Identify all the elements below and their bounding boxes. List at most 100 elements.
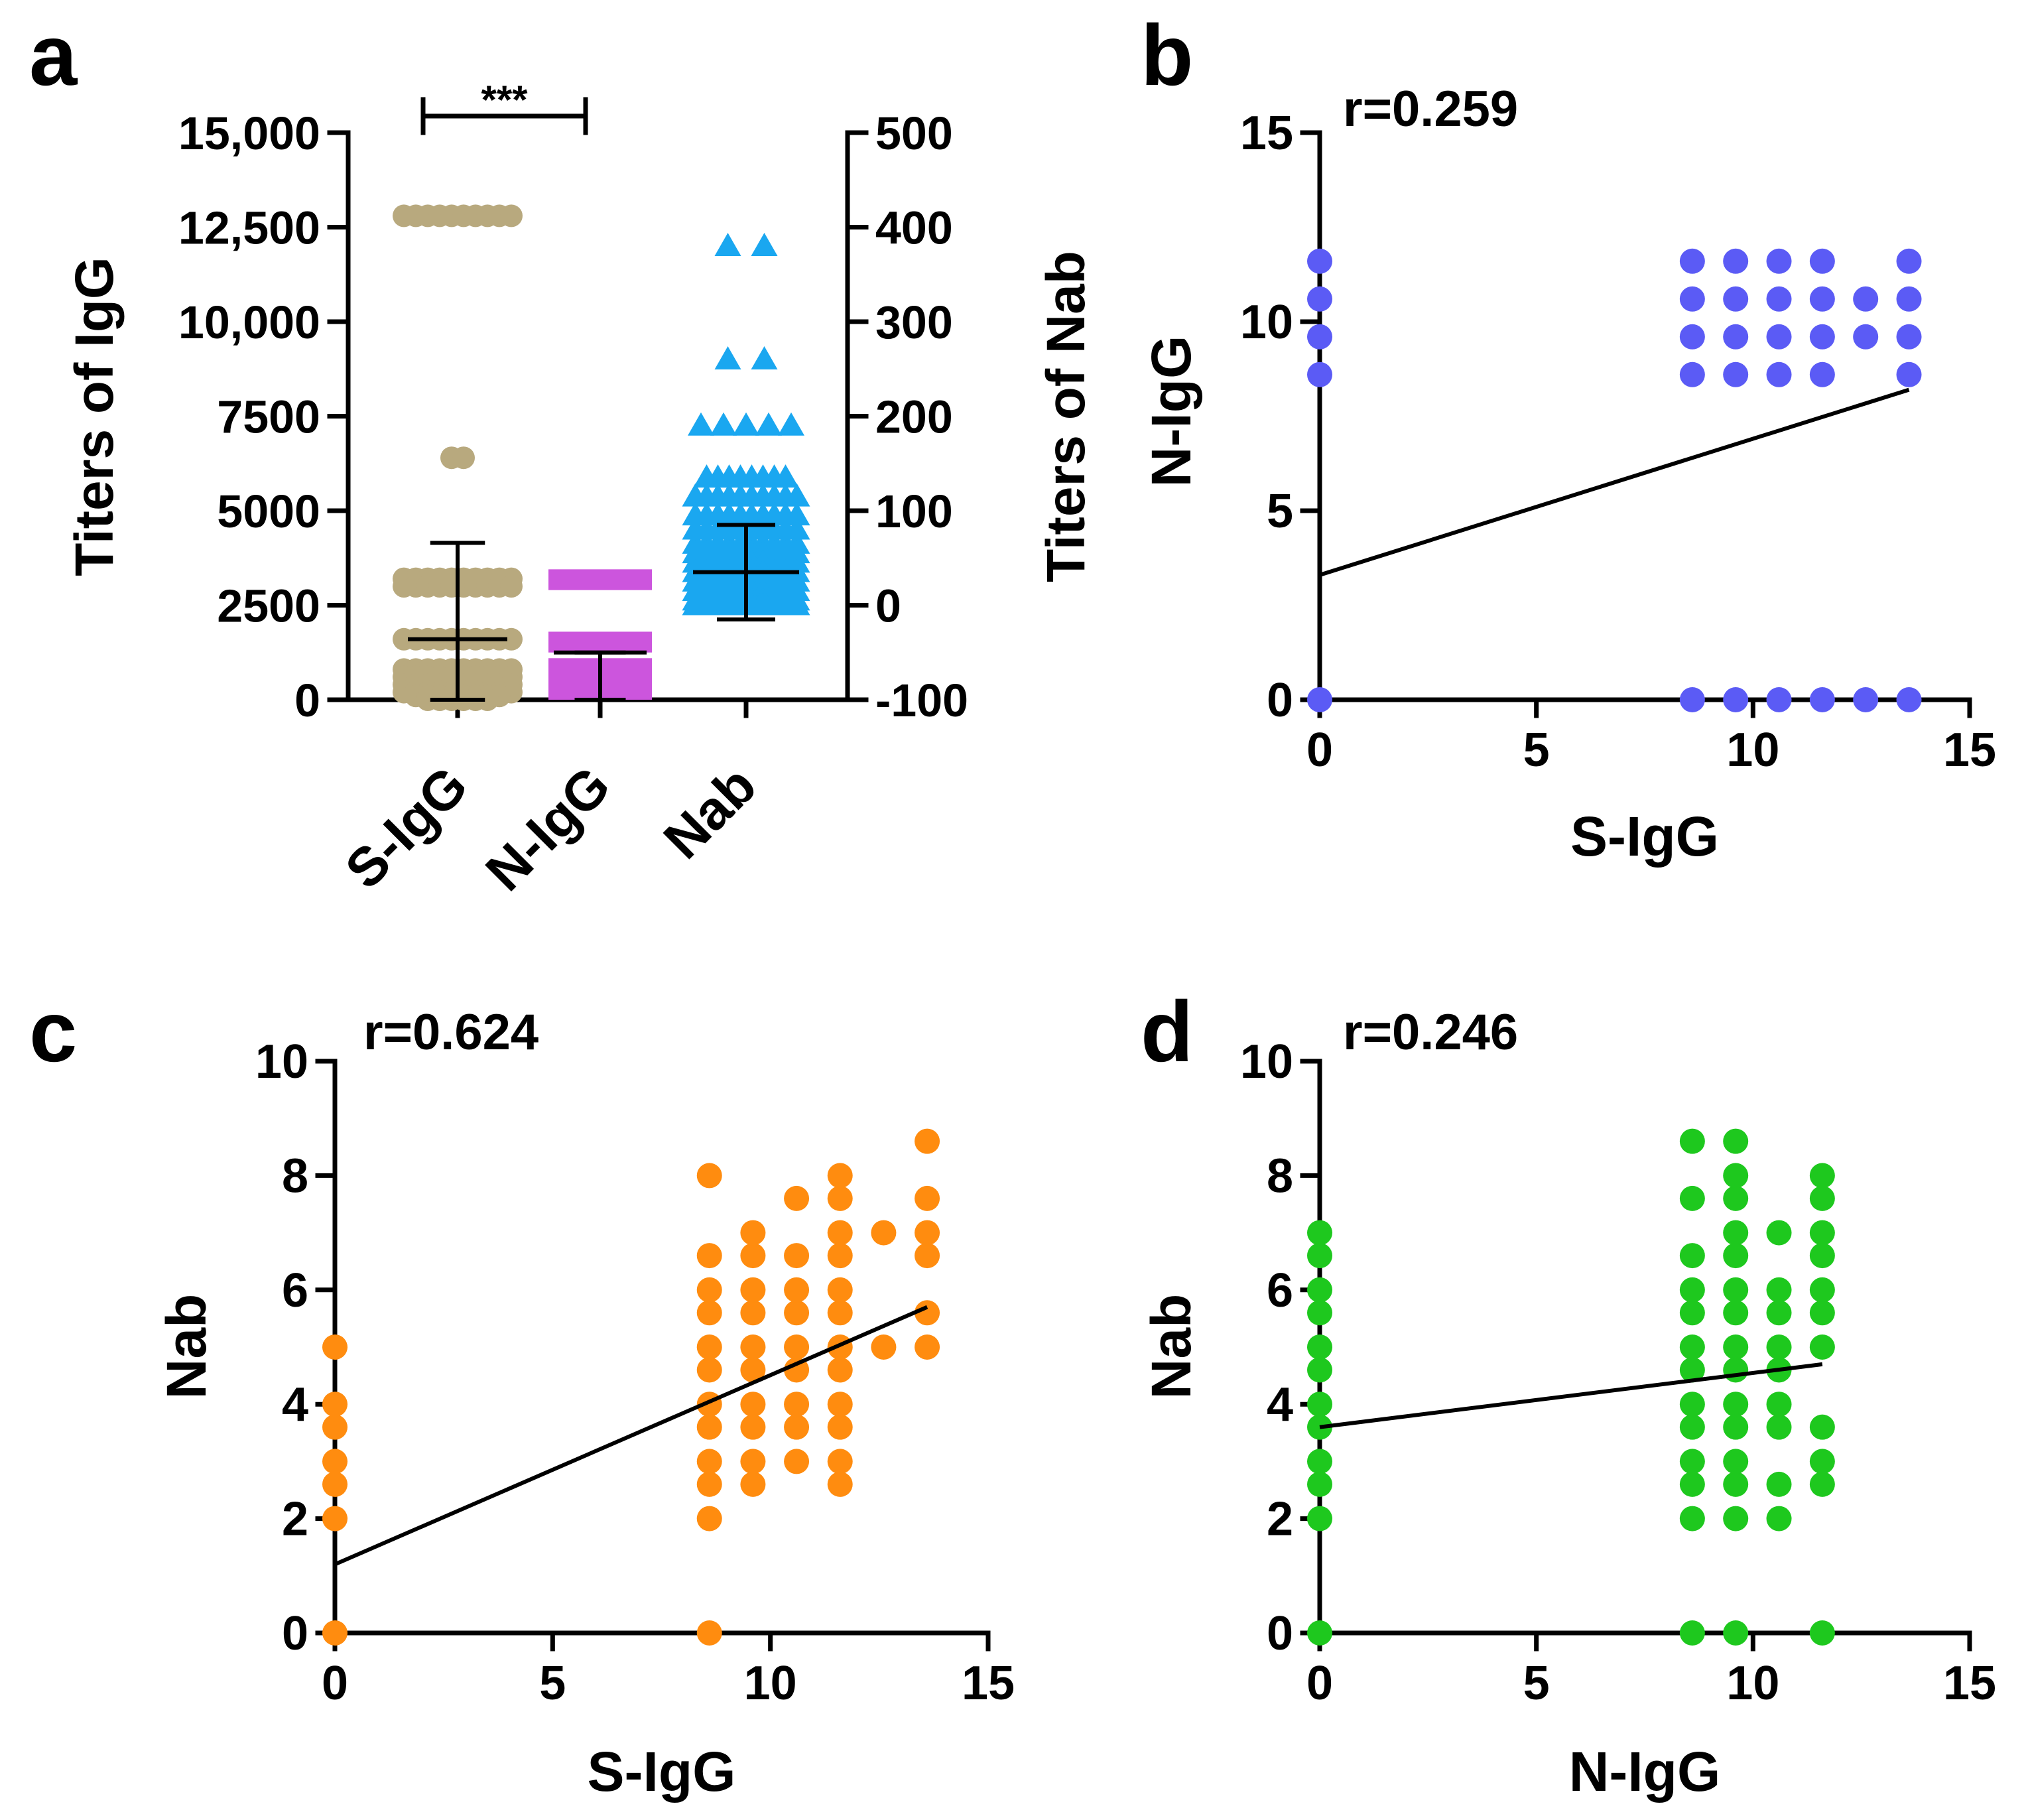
data-point xyxy=(1723,1300,1749,1326)
data-point xyxy=(784,1414,810,1440)
data-point xyxy=(322,1506,348,1531)
data-point xyxy=(1766,1277,1792,1303)
panel-b: b 0 5 10 15 0 5 10 15 N-IgG S-IgG r=0.259 xyxy=(1140,7,1996,868)
data-point xyxy=(1723,324,1749,350)
nab-point xyxy=(733,412,759,436)
nab-point xyxy=(751,346,778,369)
panel-label-d: d xyxy=(1141,983,1193,1080)
data-point xyxy=(1809,1620,1835,1646)
data-point xyxy=(740,1392,766,1417)
x-tick-label: 15 xyxy=(1943,1657,1996,1710)
right-y-tick-label: 500 xyxy=(875,107,953,159)
data-point xyxy=(696,1414,722,1440)
data-point xyxy=(915,1185,940,1211)
data-point xyxy=(871,1334,897,1360)
data-point xyxy=(1896,687,1922,712)
x-tick-label: 15 xyxy=(1943,724,1996,777)
nab-point xyxy=(783,483,810,507)
data-point xyxy=(1307,1620,1332,1646)
data-point xyxy=(1766,1220,1792,1246)
left-y-tick-label: 2500 xyxy=(217,580,320,632)
data-point xyxy=(1307,1220,1332,1246)
nab-point xyxy=(783,516,810,540)
x-tick-label: 15 xyxy=(962,1657,1015,1710)
data-point xyxy=(1679,1471,1705,1497)
data-point xyxy=(1679,248,1705,274)
s-igg-point xyxy=(500,575,523,598)
left-y-axis-title: Titers of IgG xyxy=(64,257,125,576)
data-point xyxy=(915,1334,940,1360)
panel-c: c 0 2 4 6 8 10 0 5 10 15 Nab S-IgG r=0.624 xyxy=(29,983,1015,1803)
data-point xyxy=(1809,324,1835,350)
data-point xyxy=(322,1414,348,1440)
data-point xyxy=(1766,324,1792,350)
y-tick-label: 2 xyxy=(1267,1493,1293,1546)
data-point xyxy=(1679,1243,1705,1269)
data-point xyxy=(1723,1471,1749,1497)
data-point xyxy=(1679,1449,1705,1474)
data-point xyxy=(740,1277,766,1303)
data-point xyxy=(1723,1620,1749,1646)
data-point xyxy=(1679,1128,1705,1154)
y-tick-label: 6 xyxy=(1267,1264,1293,1317)
s-igg-point xyxy=(476,688,499,711)
data-point xyxy=(1307,1357,1332,1383)
data-point xyxy=(1809,1163,1835,1189)
significance-label: *** xyxy=(481,78,528,122)
y-tick-label: 5 xyxy=(1267,485,1293,538)
data-point xyxy=(1723,1334,1749,1360)
data-point xyxy=(1896,324,1922,350)
data-point xyxy=(827,1185,853,1211)
data-point xyxy=(322,1471,348,1497)
x-tick-label-s-igg: S-IgG xyxy=(334,755,479,900)
data-point xyxy=(696,1243,722,1269)
data-point xyxy=(1679,1357,1705,1383)
y-tick-label: 0 xyxy=(1267,674,1293,727)
data-point xyxy=(827,1357,853,1383)
y-tick-label: 2 xyxy=(282,1493,308,1546)
data-point xyxy=(827,1277,853,1303)
data-point xyxy=(740,1471,766,1497)
data-point xyxy=(1723,286,1749,312)
data-point xyxy=(1809,286,1835,312)
data-point xyxy=(1307,324,1332,350)
y-tick-label: 4 xyxy=(282,1378,308,1431)
data-point xyxy=(696,1506,722,1531)
x-tick-label: 0 xyxy=(1306,1657,1333,1710)
data-point xyxy=(915,1300,940,1326)
data-point xyxy=(322,1620,348,1646)
data-point xyxy=(1307,248,1332,274)
data-point xyxy=(1809,1414,1835,1440)
data-point xyxy=(1766,361,1792,387)
y-tick-label: 8 xyxy=(1267,1149,1293,1202)
data-point xyxy=(915,1220,940,1246)
data-point xyxy=(784,1243,810,1269)
data-point xyxy=(1679,687,1705,712)
data-point xyxy=(1723,1392,1749,1417)
panel-label-a: a xyxy=(29,7,78,103)
data-point xyxy=(740,1414,766,1440)
x-axis-title: S-IgG xyxy=(1570,805,1719,868)
data-point xyxy=(1307,1334,1332,1360)
data-point xyxy=(1766,687,1792,712)
data-point xyxy=(1809,1334,1835,1360)
data-point xyxy=(1809,361,1835,387)
nab-point xyxy=(714,346,741,369)
right-y-tick-label: 200 xyxy=(875,391,953,443)
nab-point xyxy=(710,412,737,436)
x-axis-title: S-IgG xyxy=(588,1740,736,1803)
data-point xyxy=(1307,361,1332,387)
data-point xyxy=(784,1334,810,1360)
data-point xyxy=(322,1449,348,1474)
data-point xyxy=(1809,687,1835,712)
data-point xyxy=(1307,1506,1332,1531)
y-axis-title: Nab xyxy=(155,1294,218,1399)
data-point xyxy=(1809,1243,1835,1269)
data-point xyxy=(1723,1163,1749,1189)
s-igg-point xyxy=(452,446,475,470)
data-point xyxy=(827,1471,853,1497)
left-y-tick-label: 5000 xyxy=(217,486,320,537)
y-tick-label: 0 xyxy=(1267,1607,1293,1660)
y-axis-title: N-IgG xyxy=(1140,336,1202,487)
right-y-axis-title: Titers of Nab xyxy=(1036,251,1096,582)
